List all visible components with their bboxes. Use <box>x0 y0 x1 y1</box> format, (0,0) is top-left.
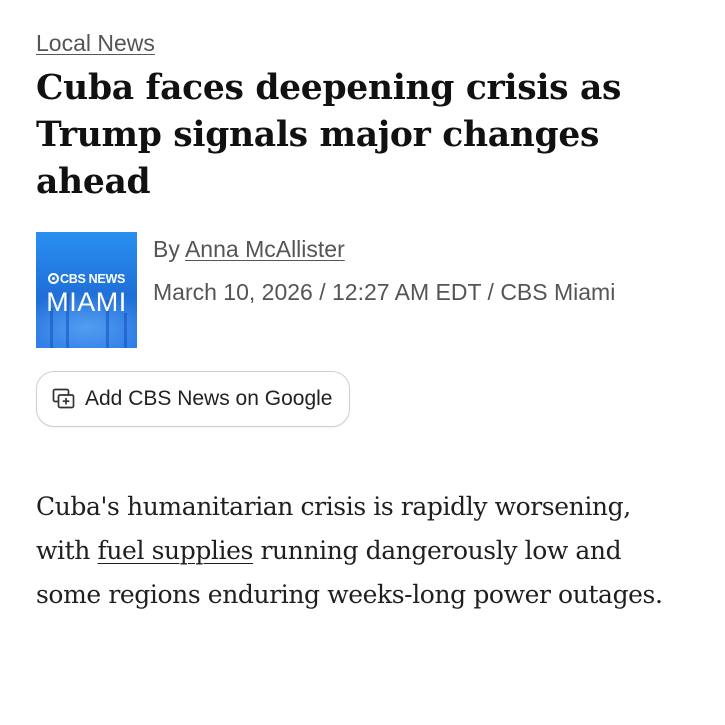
headline: Cuba faces deepening crisis as Trump sig… <box>36 68 622 202</box>
author-line: By Anna McAllister <box>153 234 623 265</box>
fuel-supplies-link[interactable]: fuel supplies <box>97 536 254 565</box>
byline-text: By Anna McAllister March 10, 2026 / 12:2… <box>153 232 623 308</box>
byline-prefix: By <box>153 236 180 262</box>
body-text-end: running dangerously low and some regions… <box>36 536 663 609</box>
add-cbs-on-google-button[interactable]: Add CBS News on Google <box>36 371 351 427</box>
article-body: Cuba's humanitarian crisis is rapidly wo… <box>36 485 676 617</box>
cbs-news-logo: CBS NEWS <box>36 272 137 286</box>
category-link[interactable]: Local News <box>36 30 155 56</box>
city-label: MIAMI <box>46 287 127 317</box>
add-to-google-icon <box>52 388 75 409</box>
brand-label: CBS NEWS <box>60 272 125 286</box>
google-button-label: Add CBS News on Google <box>85 387 333 410</box>
byline: CBS NEWS MIAMI By Anna McAllister March … <box>36 232 696 348</box>
article: Local News Cuba faces deepening crisis a… <box>36 30 696 642</box>
cbs-eye-icon <box>48 273 60 284</box>
author-link[interactable]: Anna McAllister <box>184 236 345 262</box>
body-text-start: Cuba's humanitarian crisis is rapidly wo… <box>36 492 631 565</box>
publish-meta: March 10, 2026 / 12:27 AM EDT / CBS Miam… <box>153 279 616 305</box>
cbs-miami-thumbnail: CBS NEWS MIAMI <box>36 232 137 348</box>
